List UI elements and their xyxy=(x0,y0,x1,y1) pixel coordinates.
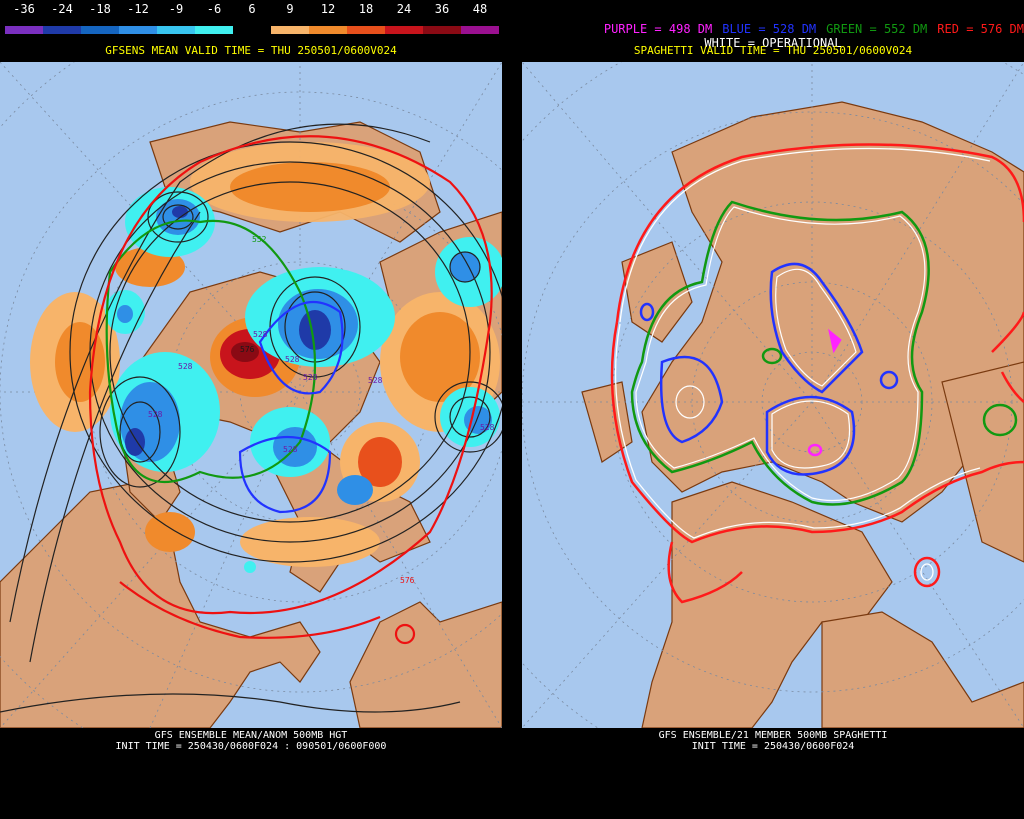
legend-tick-label: -36 xyxy=(13,2,35,16)
legend-tick-label: 48 xyxy=(472,2,488,16)
legend-swatch xyxy=(195,26,233,34)
legend-tick-label: -24 xyxy=(51,2,73,16)
legend-green: GREEN = 552 DM xyxy=(826,22,928,36)
svg-text:528: 528 xyxy=(480,423,495,432)
legend-tick-label: -12 xyxy=(127,2,149,16)
spaghetti-map xyxy=(522,62,1024,728)
legend-tick-label: 36 xyxy=(434,2,450,16)
svg-text:552: 552 xyxy=(252,235,267,244)
legend-color-bar xyxy=(5,26,499,34)
legend-swatch xyxy=(119,26,157,34)
svg-text:528: 528 xyxy=(178,362,193,371)
spaghetti-panel: PURPLE = 498 DM BLUE = 528 DM GREEN = 552 … xyxy=(522,0,1024,819)
height-contours xyxy=(0,123,502,713)
red-576-contours xyxy=(610,143,1024,604)
legend-tick-label: -9 xyxy=(168,2,184,16)
legend-swatch xyxy=(81,26,119,34)
legend-white-operational: WHITE = OPERATIONAL xyxy=(704,36,842,50)
green-552-contours xyxy=(630,200,1018,506)
legend-tick-label: -18 xyxy=(89,2,111,16)
legend-swatch xyxy=(5,26,43,34)
panel-divider xyxy=(502,0,522,819)
legend-swatch xyxy=(157,26,195,34)
legend-tick-label: 6 xyxy=(248,2,256,16)
legend-swatch xyxy=(309,26,347,34)
legend-red: RED = 576 DM xyxy=(937,22,1024,36)
legend-tick-label: 18 xyxy=(358,2,374,16)
contour-labels: 528 528 528 528 528 528 528 528 552 576 … xyxy=(148,235,495,585)
svg-text:528: 528 xyxy=(283,445,298,454)
blue-528-contours xyxy=(639,262,899,476)
mean-caption-line2: INIT TIME = 250430/0600F024 : 090501/060… xyxy=(115,741,387,752)
spaghetti-caption-line2: INIT TIME = 250430/0600F024 xyxy=(691,741,855,752)
white-576-operational xyxy=(614,147,991,581)
spaghetti-legend: PURPLE = 498 DM BLUE = 528 DM GREEN = 552 … xyxy=(522,22,1024,36)
svg-text:528: 528 xyxy=(285,355,300,364)
svg-text:528: 528 xyxy=(253,330,268,339)
svg-text:528: 528 xyxy=(368,376,383,385)
reference-contours xyxy=(88,135,493,645)
white-552-operational xyxy=(635,206,926,501)
mean-caption-line1: GFS ENSEMBLE MEAN/ANOM 500MB HGT xyxy=(154,730,348,741)
legend-swatch xyxy=(43,26,81,34)
mean-valid-time: GFSENS MEAN VALID TIME = THU 250501/0600… xyxy=(105,44,397,57)
positive-anomaly-fill xyxy=(30,142,500,567)
legend-swatch xyxy=(233,26,271,34)
legend-tick-label: 12 xyxy=(320,2,336,16)
purple-498-contours xyxy=(807,328,842,457)
legend-tick-label: -6 xyxy=(206,2,222,16)
ensemble-mean-map: 528 528 528 528 528 528 528 528 552 576 … xyxy=(0,62,502,728)
spaghetti-caption-line1: GFS ENSEMBLE/21 MEMBER 500MB SPAGHETTI xyxy=(658,730,888,741)
legend-tick-label: 24 xyxy=(396,2,412,16)
legend-swatch xyxy=(347,26,385,34)
white-528-operational xyxy=(675,268,857,469)
legend-tick-label: 9 xyxy=(286,2,294,16)
legend-swatch xyxy=(271,26,309,34)
legend-swatch xyxy=(423,26,461,34)
ensemble-mean-panel: -36 -24 -18 -12 -9 -6 6 9 12 18 24 36 48 GFSENS MEAN… xyxy=(0,0,502,819)
svg-text:528: 528 xyxy=(148,410,163,419)
svg-text:528: 528 xyxy=(303,373,318,382)
lat-lon-grid xyxy=(522,62,1024,728)
legend-purple: PURPLE = 498 DM xyxy=(603,22,713,36)
legend-swatch xyxy=(461,26,499,34)
anomaly-color-legend: -36 -24 -18 -12 -9 -6 6 9 12 18 24 36 48 xyxy=(0,0,502,40)
svg-text:576: 576 xyxy=(400,576,415,585)
legend-swatch xyxy=(385,26,423,34)
landmass xyxy=(581,101,1024,728)
spaghetti-valid-time: SPAGHETTI VALID TIME = THU 250501/0600V0… xyxy=(633,44,913,57)
negative-anomaly-fill xyxy=(105,187,502,573)
legend-blue: BLUE = 528 DM xyxy=(722,22,817,36)
svg-text:576: 576 xyxy=(240,345,255,354)
